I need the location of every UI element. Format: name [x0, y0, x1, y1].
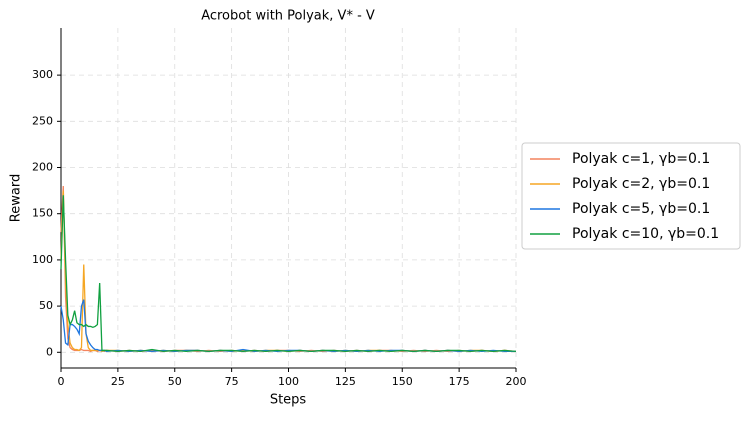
legend-label: Polyak c=2, γb=0.1	[572, 176, 710, 192]
y-tick-label: 50	[39, 299, 53, 312]
chart-title: Acrobot with Polyak, V* - V	[201, 9, 375, 24]
x-tick-label: 150	[392, 375, 413, 388]
x-tick-label: 175	[449, 375, 470, 388]
y-tick-label: 0	[46, 345, 53, 358]
x-tick-label: 100	[278, 375, 299, 388]
x-tick-label: 50	[168, 375, 182, 388]
series-line	[60, 195, 517, 353]
y-axis-label: Reward	[9, 174, 24, 222]
y-tick-label: 250	[32, 114, 53, 127]
y-tick-label: 200	[32, 161, 53, 174]
x-tick-label: 25	[111, 375, 125, 388]
x-tick-label: 0	[58, 375, 65, 388]
y-tick-label: 100	[32, 253, 53, 266]
x-tick-label: 200	[506, 375, 527, 388]
legend-label: Polyak c=5, γb=0.1	[572, 201, 710, 217]
legend-box	[521, 142, 741, 250]
x-tick-label: 125	[335, 375, 356, 388]
y-tick-label: 150	[32, 207, 53, 220]
y-tick-label: 300	[32, 68, 53, 81]
x-tick-label: 75	[225, 375, 239, 388]
x-axis-label: Steps	[270, 393, 307, 408]
legend-label: Polyak c=1, γb=0.1	[572, 151, 710, 167]
legend-label: Polyak c=10, γb=0.1	[572, 226, 719, 242]
